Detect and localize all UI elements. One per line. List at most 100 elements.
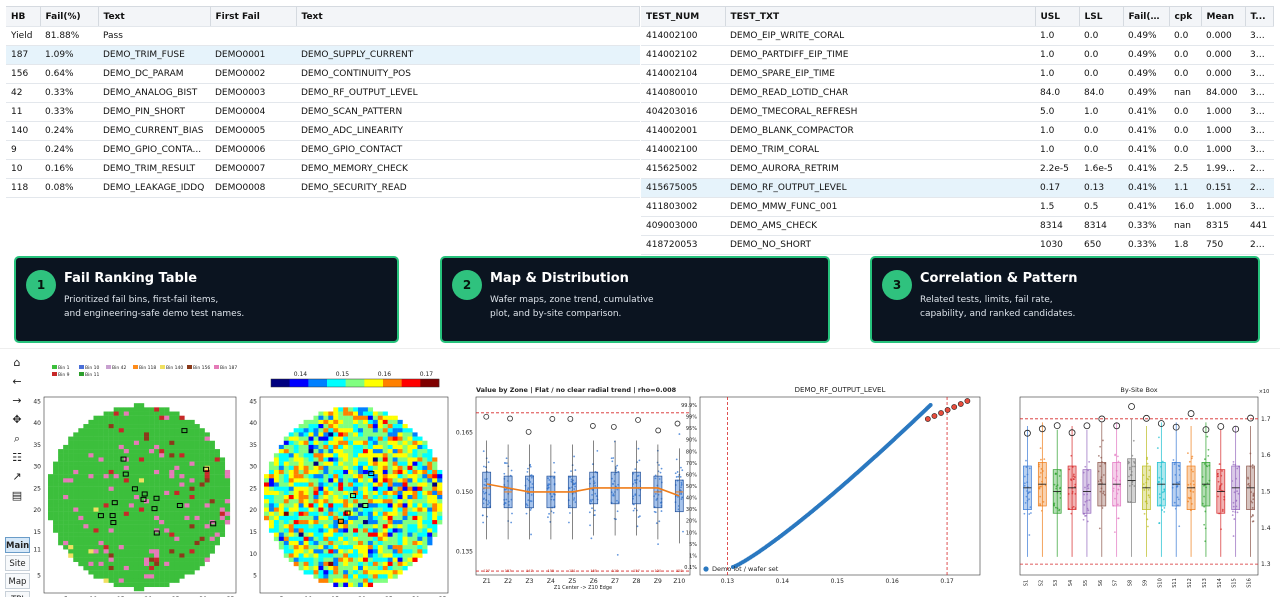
table-row[interactable]: 414002001 DEMO_BLANK_COMPACTOR 1.0 0.0 0.41%… (641, 121, 1274, 141)
wafer-die (144, 449, 150, 454)
edit-axis-icon[interactable]: ↗ (12, 470, 22, 483)
fail-table-header-2[interactable]: Text (98, 6, 211, 27)
wafer-die (367, 424, 374, 429)
wafer-die (113, 561, 119, 567)
table-row[interactable]: 415625002 DEMO_AURORA_RETRIM 2.2e-5 1.6e-5 0… (641, 159, 1274, 179)
test-table-header-4[interactable]: Fail(%) (1123, 6, 1170, 27)
wafer-die (189, 503, 195, 508)
wafer-die (407, 524, 413, 529)
pan-icon[interactable]: ✥ (12, 413, 22, 426)
wafer-die (159, 469, 165, 475)
wafer-die (412, 515, 418, 521)
table-row[interactable]: 409003000 DEMO_AMS_CHECK 8314 8314 0.33% nan 8… (641, 216, 1274, 236)
data-point (570, 480, 573, 483)
test-table-header-7[interactable]: T... (1245, 6, 1274, 27)
wafer-die (63, 465, 69, 471)
wafer-die (138, 515, 145, 521)
wafer-die (323, 449, 329, 454)
table-row[interactable]: 404203016 DEMO_TMECORAL_REFRESH 5.0 1.0 0.41… (641, 102, 1274, 122)
test-table-header-2[interactable]: USL (1035, 6, 1080, 27)
wafer-die (288, 495, 294, 500)
data-point (510, 521, 513, 524)
wafer-die (113, 482, 119, 487)
table-row[interactable]: 414002104 DEMO_SPARE_EIP_TIME 1.0 0.0 0.49% 0… (641, 64, 1274, 84)
wafer-die (159, 428, 165, 433)
wafer-die (93, 432, 99, 437)
card-description: Wafer maps, zone trend, cumulative plot, … (490, 295, 654, 319)
wafer-die (372, 524, 378, 529)
wafer-die (407, 520, 413, 525)
data-point (569, 476, 571, 478)
wafer-die (138, 524, 145, 529)
fail-table-header-0[interactable]: HB (6, 6, 41, 27)
wafer-die (273, 528, 280, 533)
fail-table-header-4[interactable]: Text (296, 6, 640, 27)
test-table-header-6[interactable]: Mean (1201, 6, 1246, 27)
table-row[interactable]: Yield 81.88% Pass (6, 26, 640, 46)
configure-icon[interactable]: ☷ (12, 451, 22, 464)
wafer-die (179, 432, 185, 437)
colorbar-segment (420, 379, 440, 387)
wafer-die (133, 449, 140, 454)
data-point (654, 492, 657, 495)
table-row[interactable]: 156 0.64% DEMO_DC_PARAM DEMO0002 DEMO_CONTIN… (6, 64, 640, 84)
home-icon[interactable]: ⌂ (13, 356, 21, 369)
table-row[interactable]: 140 0.24% DEMO_CURRENT_BIAS DEMO0005 DEMO_AD… (6, 121, 640, 141)
wafer-die (113, 582, 119, 588)
wafer-die (118, 428, 124, 433)
wafer-die (283, 469, 289, 475)
tab-main[interactable]: Main (5, 537, 30, 553)
table-row[interactable]: 418720053 DEMO_NO_SHORT 1030 650 0.33% 1.8 750… (641, 235, 1274, 255)
wafer-die (382, 536, 388, 542)
table-cell: 0.41% (1123, 121, 1169, 141)
wafer-die (73, 432, 79, 437)
zoom-icon[interactable]: ⌕ (13, 432, 21, 445)
table-row[interactable]: 118 0.08% DEMO_LEAKAGE_IDDQ DEMO0008 DEMO_SE… (6, 178, 640, 198)
wafer-die (164, 540, 170, 546)
table-row[interactable]: 9 0.24% DEMO_GPIO_CONTA... DEMO0006 DEMO_GPI… (6, 140, 640, 160)
wafer-die (397, 478, 403, 483)
wafer-die (432, 499, 438, 504)
test-table-header-0[interactable]: TEST_NUM (641, 6, 726, 27)
forward-arrow-icon[interactable]: → (12, 394, 22, 407)
table-row[interactable]: 414002102 DEMO_PARTDIFF_EIP_TIME 1.0 0.0 0.4… (641, 45, 1274, 65)
data-point (616, 488, 619, 491)
table-row[interactable]: 10 0.16% DEMO_TRIM_RESULT DEMO0007 DEMO_MEMO… (6, 159, 640, 179)
wafer-die (358, 536, 364, 542)
tab-tpi[interactable]: TPI (5, 591, 30, 597)
wafer-die (164, 449, 170, 454)
wafer-die (402, 436, 408, 441)
fail-table-header-3[interactable]: First Fail (210, 6, 297, 27)
wafer-die (209, 457, 215, 462)
table-row[interactable]: 11 0.33% DEMO_PIN_SHORT DEMO0004 DEMO_SCAN_P… (6, 102, 640, 122)
wafer-die (73, 515, 79, 521)
fail-table-header-1[interactable]: Fail(%) (40, 6, 99, 27)
table-row[interactable]: 42 0.33% DEMO_ANALOG_BIST DEMO0003 DEMO_RF_O… (6, 83, 640, 103)
wafer-die (144, 545, 150, 550)
wafer-die (422, 536, 428, 542)
table-row[interactable]: 414080010 DEMO_READ_LOTID_CHAR 84.0 84.0 0.4… (641, 83, 1274, 103)
wafer-die (149, 574, 155, 579)
tab-map[interactable]: Map (5, 573, 30, 589)
save-icon[interactable]: ▤ (11, 489, 23, 502)
table-cell: 0.41% (1123, 197, 1169, 217)
wafer-die (174, 424, 180, 429)
test-table-header-3[interactable]: LSL (1079, 6, 1124, 27)
tab-site[interactable]: Site (5, 555, 30, 571)
table-row[interactable]: 414002100 DEMO_TRIM_CORAL 1.0 0.0 0.41% 0.0 1.… (641, 140, 1274, 160)
wafer-die (88, 503, 94, 508)
test-table-header-1[interactable]: TEST_TXT (725, 6, 1036, 27)
wafer-die (108, 478, 114, 483)
table-row[interactable]: 187 1.09% DEMO_TRIM_FUSE DEMO0001 DEMO_SUPPL… (6, 45, 640, 65)
table-row[interactable]: 415675005 DEMO_RF_OUTPUT_LEVEL 0.17 0.13 0.4… (641, 178, 1274, 198)
wafer-die (169, 469, 175, 475)
wafer-die (387, 565, 393, 571)
table-row[interactable]: 411803002 DEMO_MMW_FUNC_001 1.5 0.5 0.41% 16.… (641, 197, 1274, 217)
wafer-die (149, 457, 155, 462)
test-table-header-5[interactable]: cpk (1169, 6, 1202, 27)
back-arrow-icon[interactable]: ← (12, 375, 22, 388)
table-row[interactable]: 414002100 DEMO_EIP_WRITE_CORAL 1.0 0.0 0.49%… (641, 26, 1274, 46)
wafer-die (367, 574, 374, 579)
table-cell: 1.000 (1201, 197, 1245, 217)
data-point (1128, 485, 1131, 487)
